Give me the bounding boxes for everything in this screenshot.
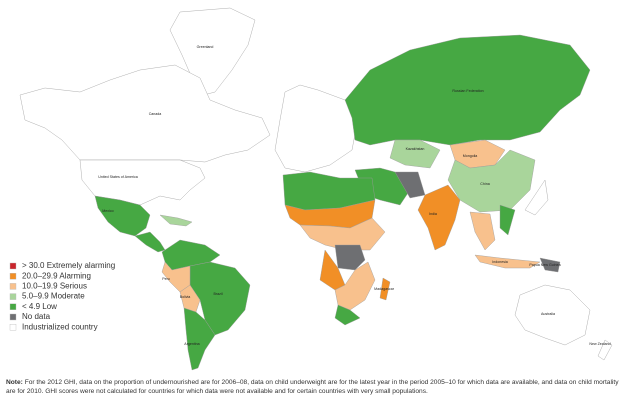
legend-swatch — [9, 262, 17, 270]
legend-label: No data — [22, 312, 51, 321]
legend-swatch — [9, 324, 17, 331]
map-label: Madagascar — [374, 287, 395, 291]
country-region — [514, 284, 591, 346]
map-label: Bolivia — [180, 295, 191, 299]
map-label: Brazil — [214, 292, 223, 296]
legend-label: 20.0–29.9 Alarming — [22, 271, 91, 280]
legend-label: Industrialized country — [22, 322, 98, 331]
map-label: Greenland — [197, 45, 214, 49]
note-text: are for 2010. GHI scores were not calcul… — [6, 388, 428, 395]
country-region — [334, 261, 376, 311]
map-label: Kazakhstan — [406, 147, 425, 151]
country-region — [159, 214, 193, 227]
legend-label: > 30.0 Extremely alarming — [22, 261, 115, 270]
map-label: Argentina — [184, 342, 199, 346]
country-region — [334, 304, 361, 326]
note: Note: For the 2012 GHI, data on the prop… — [6, 379, 620, 395]
map-label: Papua New Guinea — [529, 263, 560, 267]
country-region — [79, 159, 206, 206]
country-region — [334, 244, 366, 271]
map-label: Mongolia — [463, 154, 478, 158]
map-label: Australia — [541, 312, 555, 316]
land-regions — [19, 7, 613, 371]
legend-label: 5.0–9.9 Moderate — [22, 292, 85, 301]
country-region — [179, 284, 201, 313]
map-label: New Zealand — [589, 342, 610, 346]
legend-swatch — [9, 293, 17, 300]
country-region — [499, 204, 516, 236]
map-label: Mexico — [102, 209, 113, 213]
country-region — [524, 179, 549, 216]
country-region — [447, 149, 536, 213]
map-label: Indonesia — [492, 260, 508, 264]
legend-swatch — [9, 303, 17, 310]
country-region — [597, 339, 613, 361]
legend-label: < 4.9 Low — [22, 302, 57, 311]
country-region — [19, 64, 271, 163]
note-label: Note: — [6, 379, 23, 386]
country-region — [94, 195, 151, 237]
map-label: Canada — [149, 112, 162, 116]
country-region — [299, 217, 386, 251]
legend-swatch — [9, 273, 17, 280]
legend-label: 10.0–19.9 Serious — [22, 282, 87, 291]
country-region — [134, 231, 166, 253]
country-region — [379, 277, 391, 301]
country-region — [389, 139, 441, 169]
country-region — [274, 84, 359, 173]
country-region — [344, 34, 591, 146]
legend-swatch — [9, 313, 17, 321]
map-label: Peru — [162, 277, 170, 281]
map-label: China — [480, 182, 489, 186]
country-region — [183, 307, 216, 371]
country-region — [539, 257, 561, 273]
map-label: India — [429, 212, 437, 216]
map-label: United States of America — [98, 175, 138, 179]
legend-swatch — [9, 283, 17, 290]
note-text: For the 2012 GHI, data on the proportion… — [23, 379, 619, 386]
country-region — [417, 184, 461, 251]
country-region — [394, 171, 426, 199]
country-region — [474, 254, 541, 269]
country-region — [469, 211, 496, 251]
map-label: Russian Federation — [452, 89, 483, 93]
map-labels: Greenland Canada United States of America M… — [98, 45, 610, 346]
